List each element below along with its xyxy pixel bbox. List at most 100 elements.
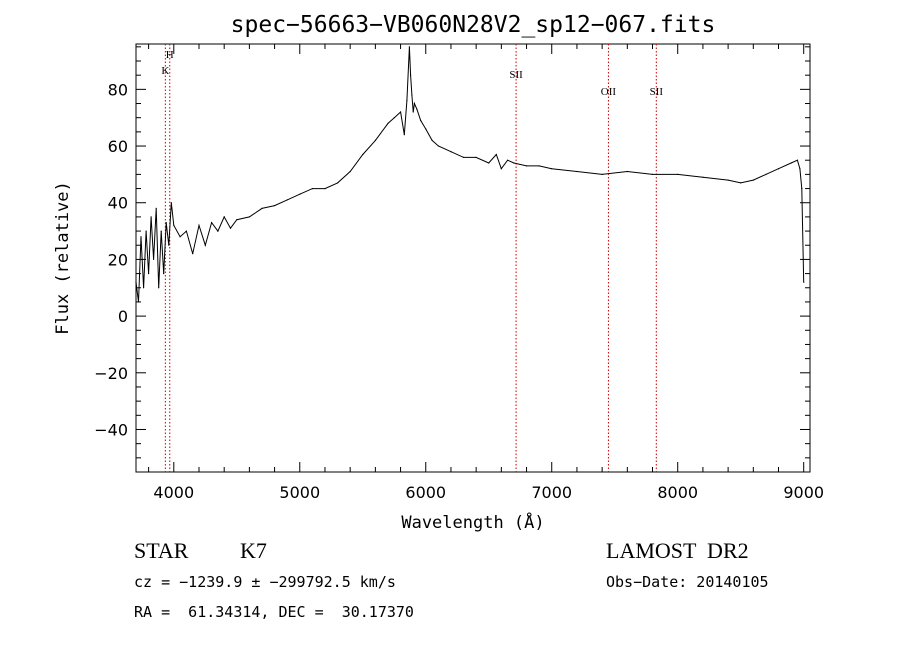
- spectrum-data-point: [274, 205, 276, 207]
- spectrum-data-point: [513, 162, 515, 164]
- spectrum-data-point: [236, 219, 238, 221]
- spectrum-data-point: [387, 122, 389, 124]
- spectrum-data-point: [803, 281, 805, 283]
- object-class: STAR: [134, 538, 189, 563]
- survey-name: LAMOST DR2: [606, 538, 749, 563]
- redshift-text: cz = −1239.9 ± −299792.5 km/s: [134, 573, 396, 591]
- y-tick-label: 40: [108, 194, 128, 213]
- y-tick-label: 0: [118, 307, 128, 326]
- spectral-line-label: SII: [650, 86, 664, 98]
- y-tick-label: −20: [94, 364, 128, 383]
- spectrum-data-point: [192, 253, 194, 255]
- spectrum-data-point: [143, 287, 145, 289]
- spectral-line-label: K: [161, 65, 169, 77]
- spectrum-data-point: [790, 162, 792, 164]
- spectrum-data-point: [437, 145, 439, 147]
- spectrum-data-point: [406, 100, 408, 102]
- spectrum-data-point: [163, 273, 165, 275]
- spectrum-data-point: [702, 176, 704, 178]
- spectrum-data-point: [286, 199, 288, 201]
- spectrum-data-point: [168, 244, 170, 246]
- spectrum-data-point: [374, 139, 376, 141]
- x-tick-label: 9000: [783, 483, 824, 502]
- obs-date-text: Obs−Date: 20140105: [606, 573, 769, 591]
- spectrum-data-point: [463, 156, 465, 158]
- spectrum-data-point: [420, 119, 422, 122]
- spectrum-data-point: [217, 230, 219, 232]
- spectrum-data-point: [431, 139, 433, 141]
- spectrum-data-point: [261, 207, 263, 209]
- spectrum-data-point: [475, 156, 477, 158]
- spectrum-series-line: [135, 46, 805, 302]
- spectrum-data-point: [403, 134, 405, 136]
- y-tick-label: 80: [108, 80, 128, 99]
- spectrum-data-point: [173, 224, 175, 226]
- spectrum-data-point: [626, 170, 628, 173]
- y-tick-label: −40: [94, 420, 128, 439]
- spectrum-data-point: [223, 216, 225, 218]
- spectrum-data-point: [170, 202, 172, 204]
- spectrum-data-point: [500, 168, 502, 170]
- spectrum-data-point: [137, 301, 140, 303]
- spectrum-data-point: [349, 170, 351, 173]
- x-tick-label: 8000: [657, 483, 698, 502]
- spectrum-data-point: [538, 165, 540, 167]
- spectrum-data-point: [145, 230, 147, 232]
- spectrum-data-point: [393, 117, 395, 119]
- spectrum-data-point: [150, 216, 152, 218]
- spectrum-data-point: [765, 173, 767, 175]
- spectrum-data-point: [362, 153, 364, 156]
- spectrum-data-point: [488, 162, 490, 164]
- spectrum-data-point: [160, 230, 162, 232]
- x-tick-label: 4000: [153, 483, 194, 502]
- spectrum-data-point: [525, 165, 528, 167]
- spectrum-data-point: [551, 168, 553, 170]
- y-axis-label: Flux (relative): [53, 181, 73, 335]
- y-tick-label: 20: [108, 250, 128, 269]
- spectrum-data-point: [135, 281, 137, 283]
- spectrum-data-point: [155, 207, 157, 209]
- spectrum-data-point: [165, 222, 167, 224]
- spectrum-data-point: [211, 222, 213, 224]
- spectrum-data-point: [140, 236, 142, 238]
- x-axis-label: Wavelength (Å): [401, 511, 544, 533]
- x-tick-label: 7000: [531, 483, 572, 502]
- spectrum-data-point: [185, 230, 187, 232]
- spectrum-data-point: [198, 224, 200, 226]
- spectrum-data-point: [799, 168, 801, 170]
- spectrum-data-point: [777, 168, 780, 170]
- spectrum-data-point: [148, 273, 150, 275]
- spectrum-data-point: [311, 188, 313, 190]
- spectrum-data-point: [450, 151, 452, 153]
- spectrum-data-point: [801, 188, 803, 190]
- object-subclass: K7: [240, 538, 267, 563]
- spectrum-data-point: [601, 173, 603, 175]
- spectrum-data-point: [740, 182, 742, 184]
- y-tick-label: 60: [108, 137, 128, 156]
- spectral-line-label: SII: [509, 69, 523, 81]
- spectrum-data-point: [651, 173, 654, 175]
- spectrum-data-point: [158, 287, 160, 289]
- spectrum-data-point: [408, 46, 410, 48]
- spectrum-data-point: [425, 128, 427, 130]
- spectrum-data-point: [400, 111, 402, 113]
- x-tick-label: 6000: [405, 483, 446, 502]
- plot-frame: [135, 43, 811, 473]
- spectrum-data-point: [416, 108, 418, 110]
- spectrum-data-point: [248, 216, 250, 218]
- spectrum-data-point: [324, 188, 326, 190]
- spectrum-data-point: [495, 153, 497, 156]
- spectrum-data-point: [337, 182, 339, 184]
- spectral-line-label: H: [166, 49, 174, 61]
- chart-title: spec−56663−VB060N28V2_sp12−067.fits: [231, 12, 716, 38]
- coordinates-text: RA = 61.34314, DEC = 30.17370: [134, 603, 414, 621]
- spectrum-data-point: [796, 159, 799, 161]
- spectrum-data-point: [413, 102, 415, 105]
- spectrum-data-point: [179, 236, 181, 238]
- spectrum-data-point: [677, 173, 679, 175]
- spectrum-data-point: [576, 170, 578, 173]
- spectral-line-label: OII: [601, 86, 617, 98]
- spectrum-data-point: [507, 159, 509, 161]
